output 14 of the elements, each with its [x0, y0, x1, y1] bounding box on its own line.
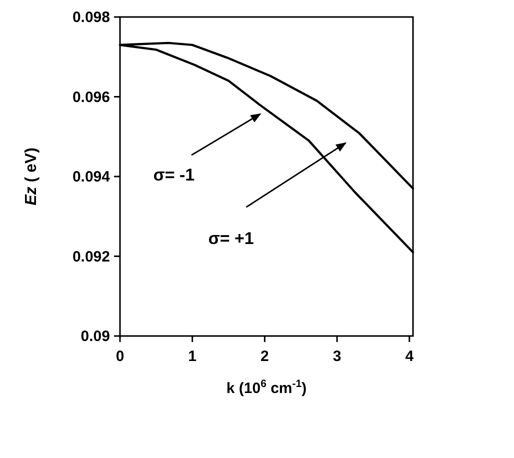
x-axis-title: k (10$^{6}$ cm$^{-1}$)	[226, 378, 307, 397]
annotation: σ= +1	[208, 229, 254, 248]
x-tick-label: 4	[405, 348, 414, 365]
y-tick-label: 0.092	[72, 248, 110, 266]
x-tick-label: 2	[260, 348, 269, 365]
annotation: σ= -1	[153, 166, 195, 185]
y-tick-label: 0.094	[72, 168, 111, 186]
x-tick-label: 0	[116, 348, 124, 365]
y-tick-label: 0.09	[80, 328, 110, 345]
y-tick-label: 0.098	[72, 9, 110, 26]
y-tick-label: 0.096	[72, 88, 110, 106]
x-tick-label: 1	[188, 348, 197, 365]
y-axis-title: Ez ( eV)	[23, 148, 40, 206]
x-tick-label: 3	[332, 348, 342, 365]
